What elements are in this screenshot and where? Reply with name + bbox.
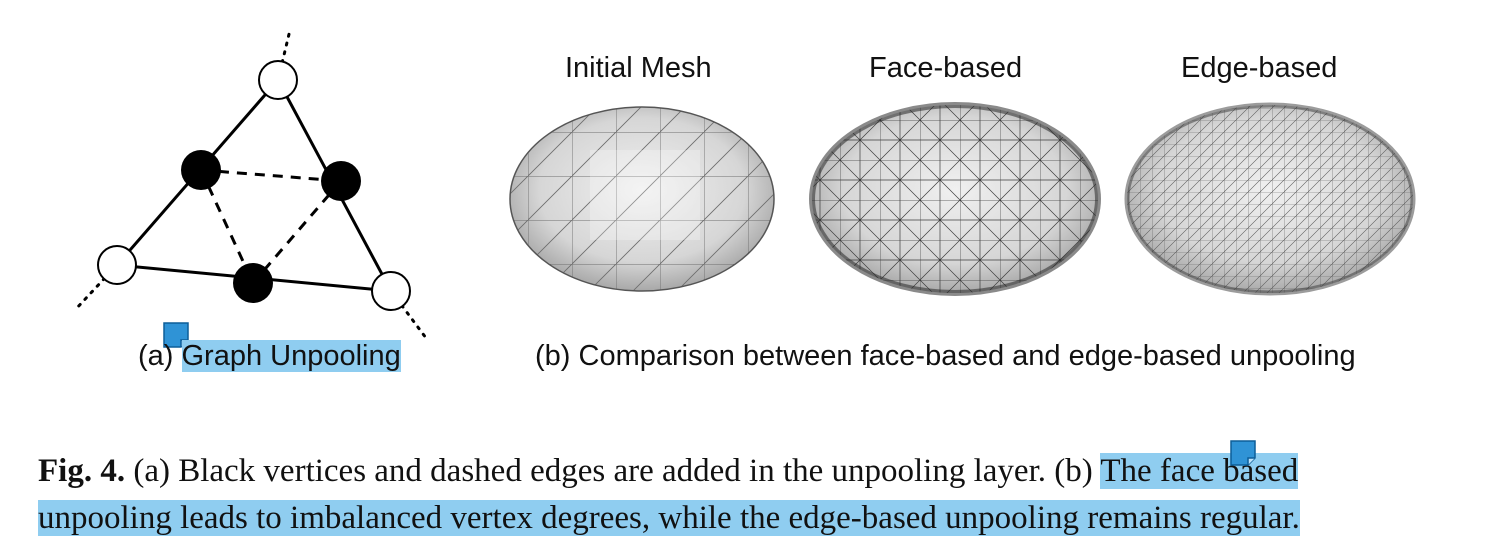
mesh-edge-based xyxy=(1124,102,1416,296)
added-vertex xyxy=(233,263,273,303)
dashed-edge xyxy=(251,180,343,284)
dashed-edge xyxy=(199,169,255,284)
caption-line-2: unpooling leads to imbalanced vertex deg… xyxy=(38,495,1478,542)
original-vertex xyxy=(258,60,298,100)
original-vertex xyxy=(371,271,411,311)
mesh-initial xyxy=(509,106,775,292)
caption-line-1: Fig. 4. (a) Black vertices and dashed ed… xyxy=(38,448,1478,495)
figure-caption: Fig. 4. (a) Black vertices and dashed ed… xyxy=(38,448,1478,542)
subcaption-a: (a) Graph Unpooling xyxy=(138,340,401,373)
figure-label: Fig. 4. xyxy=(38,453,126,489)
subcaption-a-highlight[interactable]: Graph Unpooling xyxy=(181,340,401,372)
mesh-title-initial: Initial Mesh xyxy=(565,52,712,84)
added-vertex xyxy=(321,161,361,201)
mesh-title-edge-based: Edge-based xyxy=(1181,52,1338,84)
mesh-face-based xyxy=(809,102,1101,296)
subcaption-b: (b) Comparison between face-based and ed… xyxy=(535,340,1356,372)
caption-highlight-start[interactable]: The face based xyxy=(1100,453,1299,489)
note-icon[interactable] xyxy=(1230,440,1256,466)
graph-unpooling-diagram xyxy=(73,28,428,340)
added-vertex xyxy=(181,150,221,190)
original-vertex xyxy=(97,245,137,285)
mesh-title-face-based: Face-based xyxy=(869,52,1023,84)
caption-text-plain: (a) Black vertices and dashed edges are … xyxy=(125,453,1101,489)
caption-highlight-end[interactable]: unpooling leads to imbalanced vertex deg… xyxy=(38,500,1300,536)
subcaption-a-prefix: (a) xyxy=(138,340,182,372)
dashed-edge xyxy=(200,168,342,183)
